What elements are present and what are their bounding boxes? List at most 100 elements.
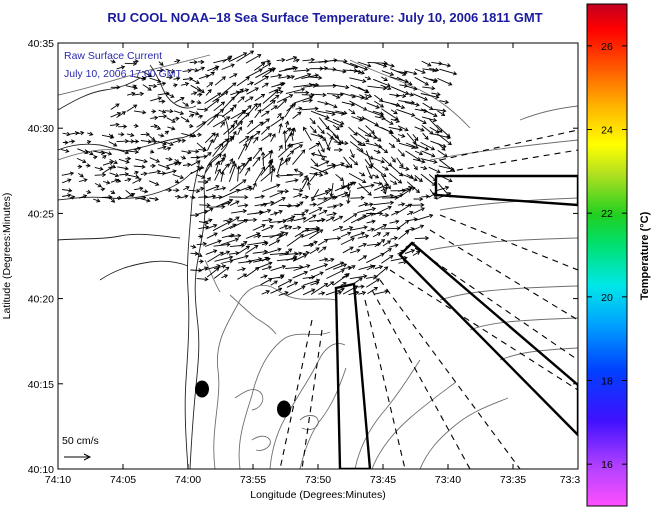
current-vector	[383, 118, 394, 125]
current-vector	[276, 57, 286, 63]
current-vector	[284, 120, 290, 128]
current-vector	[205, 249, 218, 255]
current-vector	[270, 105, 278, 111]
current-vector	[293, 67, 311, 73]
current-vector	[390, 118, 401, 124]
current-vector	[431, 92, 441, 97]
current-vector	[76, 157, 87, 164]
current-vector	[198, 194, 209, 200]
current-vector	[420, 108, 438, 117]
current-vector	[326, 211, 337, 217]
current-vector	[261, 133, 273, 141]
current-vector	[318, 246, 327, 254]
current-vector	[110, 112, 122, 118]
current-vector	[414, 126, 425, 132]
current-vector	[206, 138, 214, 151]
current-vector	[141, 76, 147, 81]
current-vector	[294, 72, 312, 80]
current-vector	[278, 274, 285, 279]
current-vector	[133, 110, 147, 115]
current-vector	[214, 186, 227, 191]
current-vector	[388, 142, 396, 148]
current-vector	[364, 93, 373, 98]
current-vector	[380, 173, 391, 190]
current-vector	[236, 76, 250, 87]
current-vector	[150, 115, 159, 121]
current-vector	[270, 264, 287, 272]
current-vector	[293, 90, 310, 95]
current-vector	[358, 255, 368, 262]
current-vector	[374, 62, 388, 68]
current-vector	[319, 66, 329, 71]
current-vector	[221, 274, 229, 279]
current-vector	[310, 281, 320, 286]
current-vector	[142, 70, 153, 77]
current-vector	[239, 241, 248, 247]
current-vector	[318, 164, 337, 174]
current-vector	[260, 151, 266, 167]
current-vector	[310, 190, 330, 199]
current-vector	[254, 166, 266, 183]
current-vector	[254, 194, 266, 199]
current-vector	[254, 200, 275, 207]
current-vector	[260, 59, 271, 64]
current-vector	[119, 172, 129, 177]
current-vector	[436, 185, 450, 192]
current-vector	[414, 68, 426, 74]
current-vector	[436, 133, 452, 146]
current-vector	[278, 144, 283, 151]
current-vector	[252, 156, 261, 167]
x-tick-label: 73:40	[435, 474, 461, 486]
current-vector	[156, 68, 165, 73]
current-vector	[292, 254, 308, 262]
current-vector	[284, 104, 294, 118]
current-vector	[413, 196, 424, 202]
current-vector	[308, 143, 321, 150]
current-vector	[414, 175, 423, 183]
current-vector	[429, 67, 440, 73]
legend-line-1: Raw Surface Current	[64, 50, 162, 62]
current-vector	[413, 164, 418, 171]
current-vector	[102, 166, 113, 174]
current-vector	[302, 250, 310, 256]
current-vector	[127, 174, 140, 179]
current-vector	[142, 84, 152, 91]
current-vector	[238, 88, 250, 94]
current-vector	[327, 102, 338, 109]
current-vector	[381, 255, 394, 264]
current-vector	[414, 117, 427, 124]
scale-arrow-icon	[64, 453, 92, 461]
current-vector	[148, 83, 158, 89]
current-vector	[286, 150, 295, 158]
current-vector	[311, 188, 320, 202]
current-vector	[244, 167, 251, 176]
current-vector	[174, 179, 180, 184]
current-vector	[78, 173, 84, 178]
current-vector	[364, 76, 372, 81]
current-vector	[125, 192, 136, 199]
current-vector	[78, 178, 88, 183]
current-vector	[182, 186, 190, 191]
current-vector	[204, 239, 222, 247]
current-vector	[348, 108, 356, 115]
current-vector	[349, 100, 368, 111]
current-vector	[205, 162, 212, 173]
current-vector	[117, 166, 129, 171]
current-vector	[389, 172, 403, 184]
current-vector	[133, 91, 145, 97]
current-vector	[239, 156, 252, 174]
colorbar-ticks: 26 24 22 20 18 16	[587, 41, 627, 471]
current-vector	[277, 156, 284, 174]
current-vector	[102, 160, 114, 166]
current-vector	[404, 249, 416, 255]
current-vector	[356, 148, 374, 160]
current-vector	[93, 155, 98, 160]
current-vector	[158, 99, 166, 104]
current-vector	[133, 146, 142, 151]
current-vector	[421, 150, 436, 158]
current-vector	[77, 130, 85, 136]
current-vector	[293, 193, 303, 198]
current-vector	[196, 241, 208, 247]
current-vector	[150, 123, 159, 129]
current-vector	[253, 136, 259, 144]
